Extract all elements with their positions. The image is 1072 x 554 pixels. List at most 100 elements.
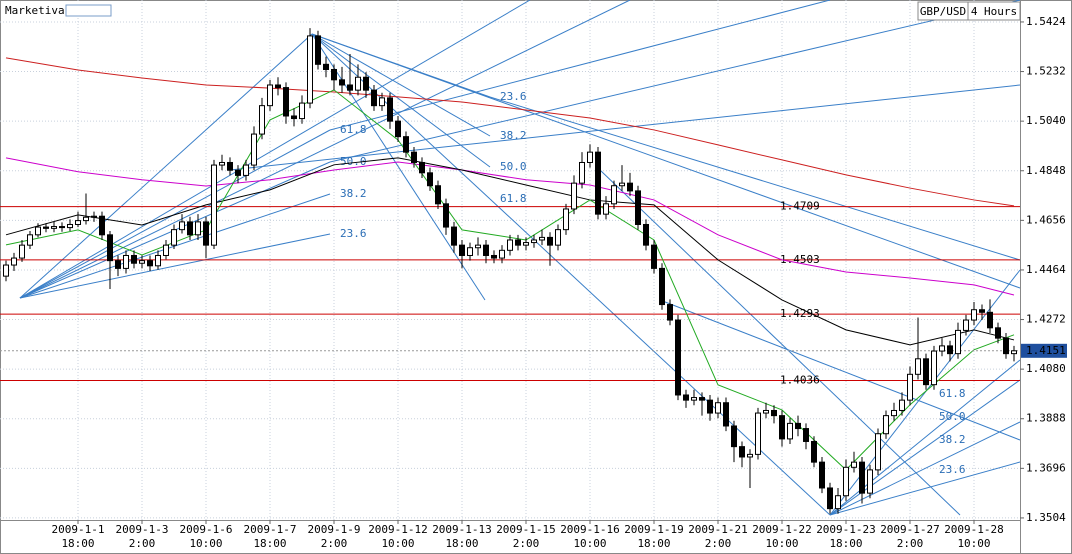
candle-body <box>387 97 393 122</box>
candle-body <box>683 394 689 401</box>
y-tick-label: 1.3888 <box>1026 412 1066 425</box>
candle-body <box>667 304 673 321</box>
y-tick-label: 1.4272 <box>1026 313 1066 326</box>
last-price-box <box>1021 343 1067 358</box>
fib-label: 38.2 <box>340 187 367 200</box>
candle-body <box>275 84 281 89</box>
candle-body <box>867 469 873 494</box>
fib-label: 23.6 <box>500 90 527 103</box>
plot-layer: 1.4709 1.4503 1.4293 1.4036 <box>0 28 1020 514</box>
candle-body <box>187 221 193 236</box>
candle-body <box>899 399 905 411</box>
y-tick-label: 1.4464 <box>1026 263 1066 276</box>
candle-body <box>659 267 665 306</box>
x-tick-label: 10:00 <box>381 537 414 550</box>
candle-body <box>731 425 737 448</box>
candle-body <box>771 409 777 417</box>
y-tick-label: 1.3504 <box>1026 511 1066 524</box>
fan-line <box>329 0 1021 163</box>
candle-body <box>987 311 993 329</box>
candle-body <box>707 399 713 414</box>
x-tick-label: 2009-1-13 <box>432 523 492 536</box>
candle-body <box>883 415 889 435</box>
candle-body <box>763 409 769 414</box>
candle-body <box>443 203 449 228</box>
fan-line <box>19 129 331 299</box>
x-tick-label: 2009-1-7 <box>244 523 297 536</box>
fib-label: 38.2 <box>500 129 527 142</box>
candle-body <box>163 244 169 256</box>
candle-body <box>459 244 465 256</box>
x-tick-label: 2009-1-15 <box>496 523 556 536</box>
candle-body <box>331 68 337 81</box>
candle-body <box>59 226 65 229</box>
fib-label: 61.8 <box>340 123 367 136</box>
x-tick-label: 18:00 <box>637 537 670 550</box>
candle-body <box>227 161 233 171</box>
candle-body <box>691 397 697 401</box>
y-tick-label: 1.5232 <box>1026 65 1066 78</box>
candle-body <box>835 495 841 510</box>
candle-body <box>779 415 785 440</box>
fan-line <box>329 0 831 131</box>
candle-body <box>915 358 921 375</box>
fib-label: 61.8 <box>500 192 527 205</box>
candle-body <box>395 120 401 138</box>
candle-body <box>963 319 969 331</box>
candle-body <box>723 402 729 427</box>
fan-line <box>19 0 531 299</box>
y-tick-label: 1.5040 <box>1026 114 1066 127</box>
x-tick-label: 2:00 <box>129 537 156 550</box>
x-tick-label: 10:00 <box>189 537 222 550</box>
fan-line <box>311 33 486 301</box>
candle-body <box>347 84 353 91</box>
candle-body <box>507 239 513 251</box>
candle-body <box>979 309 985 313</box>
x-tick-label: 2009-1-1 <box>52 523 105 536</box>
x-tick-label: 2009-1-21 <box>688 523 748 536</box>
candle-body <box>715 402 721 414</box>
x-tick-label: 10:00 <box>957 537 990 550</box>
x-tick-label: 18:00 <box>829 537 862 550</box>
x-tick-label: 10:00 <box>765 537 798 550</box>
candle-body <box>595 151 601 215</box>
candle-body <box>451 226 457 246</box>
candle-body <box>627 182 633 192</box>
indicator-line <box>5 57 1015 207</box>
candle-body <box>859 461 865 494</box>
fan-line <box>489 198 831 516</box>
candle-body <box>467 247 473 256</box>
indicator-line <box>5 157 1015 296</box>
fan-line <box>659 299 1021 441</box>
candle-body <box>27 234 33 246</box>
fan-line <box>19 0 631 299</box>
candle-body <box>235 169 241 176</box>
fan-line <box>311 33 491 98</box>
candle-body <box>419 161 425 174</box>
candle-body <box>435 185 441 205</box>
candle-body <box>147 260 153 267</box>
symbol-box <box>917 1 1021 21</box>
level-label: 1.4293 <box>780 307 820 320</box>
brand-input <box>65 4 112 17</box>
x-tick-label: 2009-1-28 <box>944 523 1004 536</box>
level-label: 1.4709 <box>780 200 820 213</box>
candle-body <box>131 254 137 264</box>
fan-line <box>829 461 1021 516</box>
brand: Marketiva <box>5 4 65 17</box>
candle-body <box>299 102 305 120</box>
candle-body <box>19 244 25 259</box>
x-tick-label: 2:00 <box>897 537 924 550</box>
candle-body <box>203 221 209 246</box>
x-tick-label: 2009-1-12 <box>368 523 428 536</box>
x-tick-label: 2009-1-19 <box>624 523 684 536</box>
candle-body <box>851 461 857 468</box>
x-tick-label: 2009-1-22 <box>752 523 812 536</box>
candle-body <box>427 172 433 187</box>
candle-body <box>211 164 217 246</box>
candle-body <box>371 89 377 107</box>
y-tick-label: 1.4848 <box>1026 164 1066 177</box>
candle-body <box>515 239 521 246</box>
